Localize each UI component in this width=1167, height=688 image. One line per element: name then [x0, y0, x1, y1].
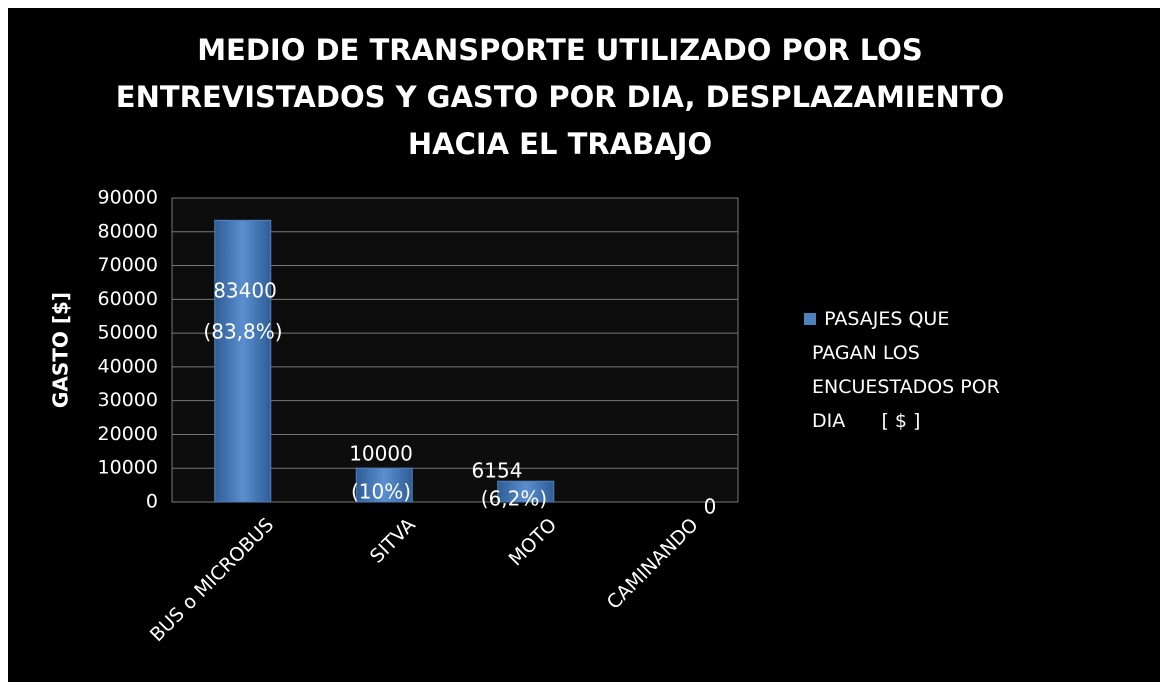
- y-tick-label: 60000: [98, 288, 158, 310]
- bar: [497, 480, 555, 503]
- chart-title: ENTREVISTADOS Y GASTO POR DIA, DESPLAZAM…: [116, 80, 1004, 114]
- chart-title: HACIA EL TRABAJO: [408, 127, 712, 161]
- legend: PASAJES QUE PAGAN LOS ENCUESTADOS POR DI…: [804, 268, 1002, 438]
- percent-label: (83,8%): [203, 320, 282, 344]
- y-tick-label: 40000: [98, 355, 158, 377]
- data-label: 83400: [213, 279, 277, 303]
- data-label: 0: [704, 495, 717, 519]
- y-tick-label: 20000: [98, 423, 158, 445]
- y-tick-label: 0: [146, 491, 158, 513]
- y-tick-label: 10000: [98, 457, 158, 479]
- y-axis-label: GASTO [$]: [49, 292, 73, 408]
- legend-label: PASAJES QUE PAGAN LOS ENCUESTADOS POR DI…: [812, 308, 1006, 432]
- percent-label: (6,2%): [481, 487, 547, 511]
- data-label: 10000: [349, 442, 413, 466]
- bar: [355, 467, 413, 503]
- y-tick-label: 30000: [98, 389, 158, 411]
- data-label: 6154: [472, 459, 523, 483]
- y-tick-label: 90000: [98, 187, 158, 209]
- y-tick-label: 80000: [98, 220, 158, 242]
- bar: [214, 219, 272, 503]
- y-tick-label: 50000: [98, 322, 158, 344]
- chart-title: MEDIO DE TRANSPORTE UTILIZADO POR LOS: [197, 33, 923, 67]
- y-tick-label: 70000: [98, 254, 158, 276]
- legend-swatch: [804, 313, 817, 325]
- percent-label: (10%): [351, 480, 411, 504]
